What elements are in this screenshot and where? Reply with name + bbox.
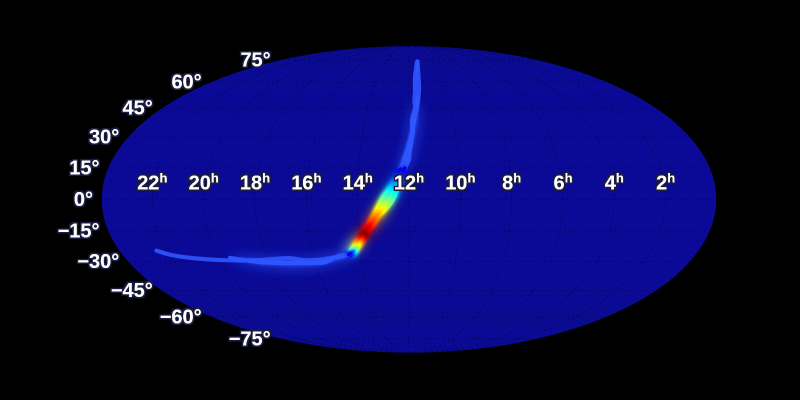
svg-text:−30°: −30° bbox=[77, 251, 119, 273]
svg-text:75°: 75° bbox=[240, 49, 270, 71]
svg-text:−45°: −45° bbox=[111, 280, 153, 302]
svg-text:−15°: −15° bbox=[58, 220, 100, 242]
svg-text:45°: 45° bbox=[123, 98, 153, 120]
svg-text:−75°: −75° bbox=[229, 328, 271, 350]
svg-text:15°: 15° bbox=[69, 157, 99, 179]
svg-text:60°: 60° bbox=[171, 72, 201, 94]
svg-text:0°: 0° bbox=[74, 189, 93, 211]
svg-text:−60°: −60° bbox=[160, 306, 202, 328]
svg-text:30°: 30° bbox=[89, 127, 119, 149]
